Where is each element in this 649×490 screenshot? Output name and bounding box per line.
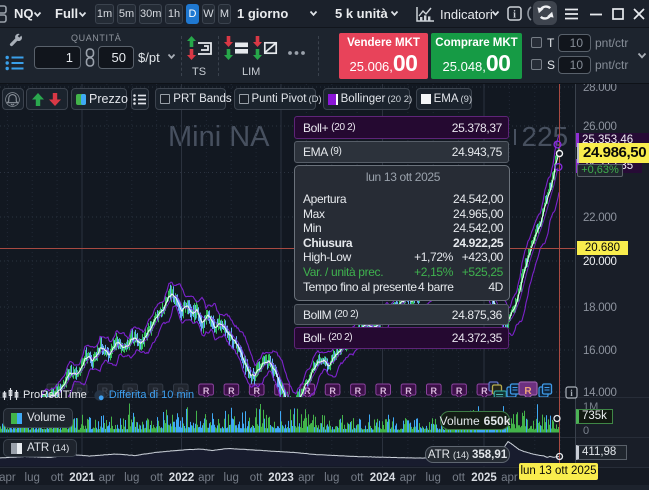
svg-text:26.000: 26.000 [583,121,617,133]
svg-text:2025: 2025 [471,472,497,484]
svg-text:R: R [380,386,387,396]
svg-text:2024: 2024 [370,472,396,484]
svg-text:20.000: 20.000 [583,256,617,268]
svg-text:ott: ott [250,472,264,484]
svg-text:R: R [178,386,185,396]
svg-text:i: i [513,9,516,20]
svg-text:R: R [102,386,109,396]
svg-text:R: R [329,386,336,396]
svg-text:lug: lug [124,472,139,484]
svg-text:2022: 2022 [169,472,195,484]
svg-text:R: R [481,386,488,396]
svg-text:28.000: 28.000 [583,84,617,94]
svg-text:22.000: 22.000 [583,212,617,224]
svg-text:R: R [304,386,311,396]
svg-text:ott: ott [51,472,65,484]
svg-text:2021: 2021 [69,472,95,484]
svg-text:R: R [76,386,83,396]
svg-text:R: R [524,386,532,397]
svg-text:apr: apr [0,472,16,484]
svg-text:apr: apr [501,472,518,484]
svg-text:i: i [570,388,573,398]
svg-text:lug: lug [324,472,339,484]
svg-text:R: R [228,386,235,396]
svg-text:Mini NA: Mini NA [168,121,270,153]
svg-text:R: R [355,386,362,396]
svg-text:lug: lug [426,472,441,484]
svg-text:lug: lug [25,472,40,484]
svg-text:apr: apr [198,472,215,484]
svg-text:R: R [456,386,463,396]
svg-text:R: R [431,386,438,396]
svg-text:apr: apr [298,472,315,484]
svg-text:16.000: 16.000 [583,345,617,357]
svg-text:ott: ott [150,472,164,484]
svg-text:R: R [203,386,210,396]
svg-text:ott: ott [351,472,365,484]
svg-text:R: R [405,386,412,396]
svg-text:ott: ott [452,472,466,484]
svg-text:apr: apr [99,472,116,484]
svg-text:0: 0 [583,425,589,437]
svg-text:R: R [51,386,58,396]
svg-text:R: R [127,386,134,396]
svg-text:R: R [152,386,159,396]
svg-text:14.000: 14.000 [583,387,617,399]
svg-text:18.000: 18.000 [583,302,617,314]
svg-text:lug: lug [224,472,239,484]
svg-text:apr: apr [400,472,417,484]
svg-text:2023: 2023 [268,472,294,484]
svg-text:R: R [253,386,260,396]
